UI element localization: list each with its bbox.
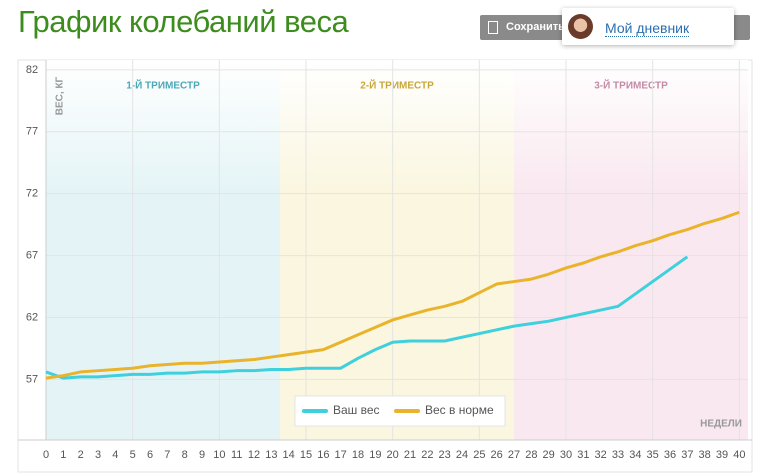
x-tick-label: 35 <box>647 449 659 461</box>
x-tick-label: 3 <box>95 449 101 461</box>
x-tick-label: 27 <box>508 449 520 461</box>
x-tick-label: 30 <box>560 449 572 461</box>
x-tick-label: 7 <box>164 449 170 461</box>
series-line <box>45 255 689 380</box>
x-tick-label: 5 <box>130 449 136 461</box>
x-tick-label: 18 <box>352 449 364 461</box>
y-tick-label: 77 <box>26 126 38 138</box>
x-tick-label: 33 <box>612 449 624 461</box>
x-tick-label: 14 <box>283 449 295 461</box>
x-tick-label: 22 <box>421 449 433 461</box>
trimester-label: 3-Й ТРИМЕСТР <box>594 79 668 92</box>
x-tick-label: 12 <box>248 449 260 461</box>
x-tick-label: 26 <box>491 449 503 461</box>
trimester-band <box>514 60 748 440</box>
x-tick-label: 8 <box>182 449 188 461</box>
x-tick-label: 29 <box>543 449 555 461</box>
x-tick-label: 9 <box>199 449 205 461</box>
x-tick-label: 38 <box>699 449 711 461</box>
y-axis-title: ВЕС, КГ <box>55 76 66 115</box>
x-tick-label: 6 <box>147 449 153 461</box>
x-tick-label: 0 <box>43 449 49 461</box>
x-axis-title: НЕДЕЛИ <box>700 419 742 430</box>
x-tick-label: 1 <box>60 449 66 461</box>
x-tick-label: 10 <box>213 449 225 461</box>
x-tick-label: 40 <box>733 449 745 461</box>
x-tick-label: 31 <box>577 449 589 461</box>
x-tick-label: 39 <box>716 449 728 461</box>
legend-box <box>294 395 506 427</box>
y-tick-label: 72 <box>26 188 38 200</box>
trimester-label: 2-Й ТРИМЕСТР <box>360 79 434 92</box>
x-tick-label: 28 <box>525 449 537 461</box>
diary-link[interactable]: Мой дневник <box>605 20 690 37</box>
x-tick-label: 32 <box>595 449 607 461</box>
legend-label: Ваш вес <box>333 403 380 417</box>
y-tick-label: 67 <box>26 249 38 261</box>
x-tick-label: 17 <box>335 449 347 461</box>
x-tick-label: 20 <box>387 449 399 461</box>
page-title: График колебаний веса <box>18 4 349 39</box>
chart-frame <box>17 59 753 473</box>
x-tick-label: 34 <box>629 449 641 461</box>
series-line <box>45 210 740 380</box>
diary-popup: Мой дневник <box>562 8 734 45</box>
x-tick-label: 16 <box>317 449 329 461</box>
x-tick-label: 2 <box>78 449 84 461</box>
trimester-band <box>46 60 280 440</box>
x-tick-label: 21 <box>404 449 416 461</box>
trimester-band <box>280 60 514 440</box>
legend-label: Вес в норме <box>425 403 494 417</box>
y-tick-label: 57 <box>26 373 38 385</box>
x-tick-label: 36 <box>664 449 676 461</box>
x-tick-label: 24 <box>456 449 468 461</box>
x-tick-label: 25 <box>473 449 485 461</box>
x-tick-label: 19 <box>369 449 381 461</box>
x-tick-label: 11 <box>231 449 242 461</box>
x-tick-label: 13 <box>265 449 277 461</box>
avatar[interactable] <box>568 14 593 39</box>
y-tick-label: 62 <box>26 311 38 323</box>
x-tick-label: 4 <box>112 449 118 461</box>
save-label: Сохранить <box>506 21 565 33</box>
x-tick-label: 23 <box>439 449 451 461</box>
y-tick-label: 82 <box>26 64 38 76</box>
x-tick-label: 15 <box>300 449 312 461</box>
trimester-label: 1-Й ТРИМЕСТР <box>126 79 200 92</box>
x-tick-label: 37 <box>681 449 693 461</box>
